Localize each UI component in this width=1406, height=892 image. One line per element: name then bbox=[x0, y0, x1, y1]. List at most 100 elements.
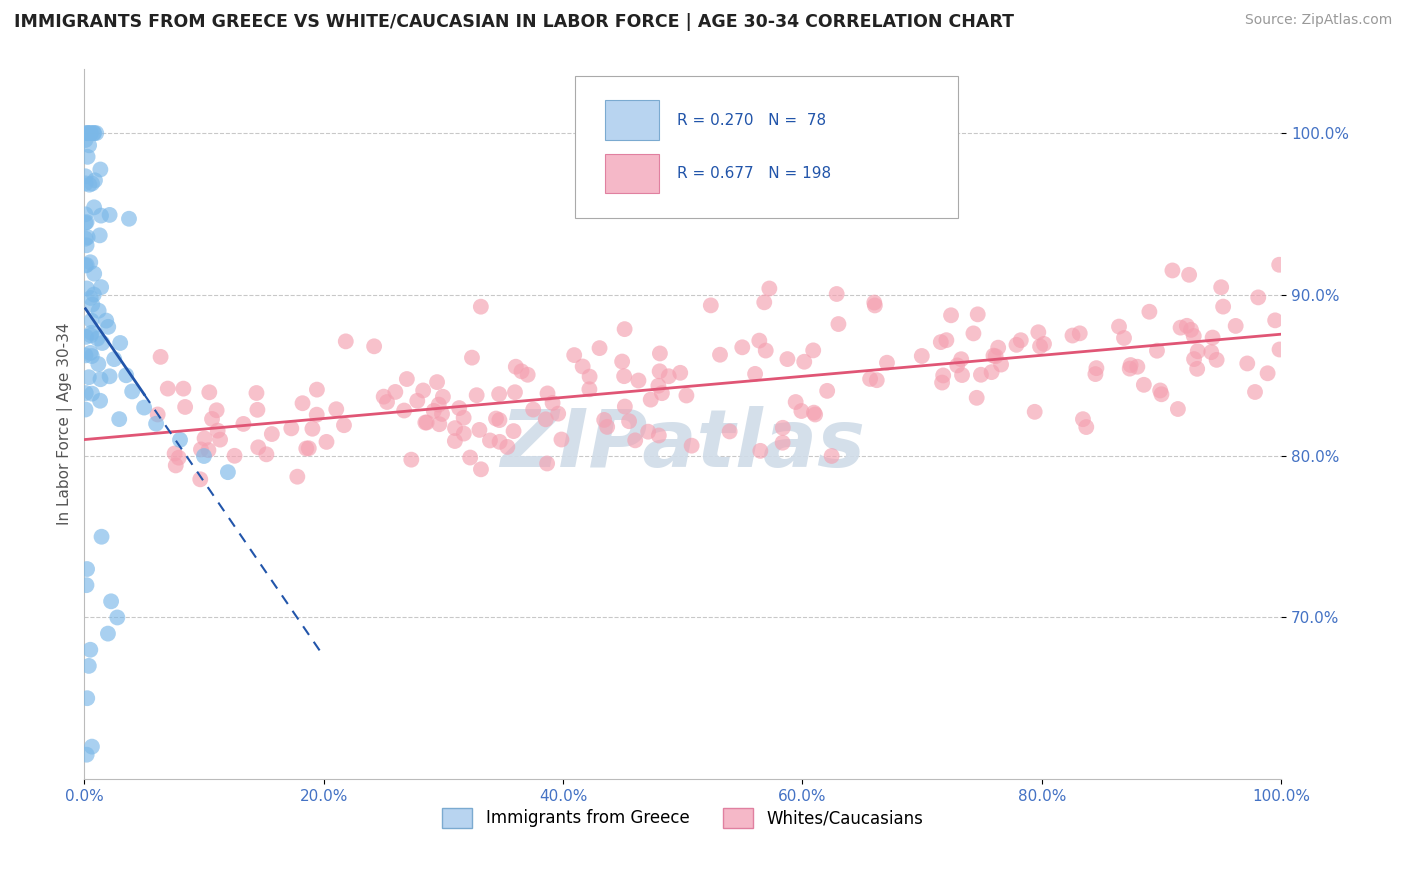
Point bbox=[470, 462, 492, 476]
Point bbox=[207, 424, 229, 438]
Point bbox=[1170, 320, 1192, 334]
Point bbox=[115, 368, 138, 383]
Point bbox=[90, 530, 112, 544]
Point bbox=[401, 452, 423, 467]
Point bbox=[610, 354, 633, 368]
Point bbox=[80, 177, 103, 191]
Point bbox=[305, 383, 328, 397]
Point bbox=[731, 340, 754, 354]
Point bbox=[505, 359, 527, 374]
Point bbox=[76, 691, 98, 706]
Point bbox=[89, 228, 111, 243]
Point bbox=[84, 173, 107, 187]
Point bbox=[98, 208, 121, 222]
Point bbox=[793, 355, 815, 369]
Point bbox=[1133, 377, 1156, 392]
Point bbox=[89, 372, 111, 386]
Point bbox=[100, 594, 122, 608]
Point bbox=[198, 385, 221, 400]
Point bbox=[77, 138, 100, 153]
Point bbox=[522, 402, 544, 417]
Point bbox=[392, 403, 415, 417]
Point bbox=[335, 334, 357, 349]
Point bbox=[624, 434, 647, 448]
Point bbox=[1119, 361, 1142, 376]
Point bbox=[776, 352, 799, 367]
Point bbox=[165, 458, 187, 473]
Point bbox=[547, 407, 569, 421]
Point bbox=[613, 322, 636, 336]
Point bbox=[415, 416, 437, 430]
Point bbox=[260, 427, 283, 442]
Point bbox=[76, 126, 98, 140]
Point bbox=[1149, 384, 1171, 398]
Point bbox=[931, 376, 953, 390]
Point bbox=[578, 382, 600, 396]
Point bbox=[188, 472, 211, 486]
Point bbox=[1161, 263, 1184, 277]
Point bbox=[946, 359, 969, 373]
Point bbox=[118, 211, 141, 226]
Point bbox=[744, 367, 766, 381]
Point bbox=[1029, 339, 1052, 353]
Point bbox=[755, 343, 778, 358]
Y-axis label: In Labor Force | Age 30-34: In Labor Force | Age 30-34 bbox=[58, 323, 73, 525]
Point bbox=[193, 449, 215, 463]
Point bbox=[749, 443, 772, 458]
Point bbox=[1062, 328, 1084, 343]
Bar bbox=[605, 153, 659, 193]
Point bbox=[1024, 405, 1046, 419]
Point bbox=[658, 369, 681, 384]
Point bbox=[863, 295, 886, 310]
Point bbox=[90, 209, 112, 223]
Point bbox=[503, 385, 526, 400]
Point bbox=[1244, 384, 1267, 399]
Point bbox=[461, 351, 484, 365]
Point bbox=[415, 416, 437, 430]
Point bbox=[820, 449, 842, 463]
Text: IMMIGRANTS FROM GREECE VS WHITE/CAUCASIAN IN LABOR FORCE | AGE 30-34 CORRELATION: IMMIGRANTS FROM GREECE VS WHITE/CAUCASIA… bbox=[14, 13, 1014, 31]
Point bbox=[163, 446, 186, 460]
Point bbox=[1010, 333, 1032, 347]
Point bbox=[1211, 280, 1233, 294]
Point bbox=[134, 401, 156, 415]
Point bbox=[96, 313, 118, 327]
Point bbox=[1071, 412, 1094, 426]
Point bbox=[596, 420, 619, 434]
Point bbox=[1212, 300, 1234, 314]
Point bbox=[468, 423, 491, 437]
Point bbox=[285, 469, 308, 483]
Point bbox=[77, 659, 100, 673]
Point bbox=[950, 368, 973, 382]
Point bbox=[75, 330, 97, 344]
Point bbox=[80, 126, 103, 140]
Point bbox=[613, 400, 636, 414]
Point bbox=[426, 375, 449, 389]
Point bbox=[966, 391, 988, 405]
Point bbox=[75, 348, 97, 362]
Point bbox=[1225, 318, 1247, 333]
Point bbox=[478, 434, 501, 448]
Point bbox=[966, 307, 988, 321]
Point bbox=[209, 433, 232, 447]
Point bbox=[827, 317, 849, 331]
Point bbox=[1182, 352, 1205, 367]
Point bbox=[1026, 326, 1049, 340]
Point bbox=[375, 395, 398, 409]
Point bbox=[77, 370, 100, 384]
Point bbox=[90, 280, 112, 294]
Point bbox=[640, 392, 662, 407]
Point bbox=[83, 126, 105, 140]
Point bbox=[1119, 358, 1142, 372]
Point bbox=[79, 346, 101, 360]
Point bbox=[169, 433, 191, 447]
Point bbox=[121, 384, 143, 399]
Point bbox=[84, 126, 107, 140]
Point bbox=[987, 341, 1010, 355]
Point bbox=[298, 442, 321, 456]
Point bbox=[412, 384, 434, 398]
Point bbox=[83, 126, 105, 140]
Point bbox=[1076, 420, 1098, 434]
Point bbox=[172, 382, 194, 396]
Point bbox=[790, 404, 813, 418]
